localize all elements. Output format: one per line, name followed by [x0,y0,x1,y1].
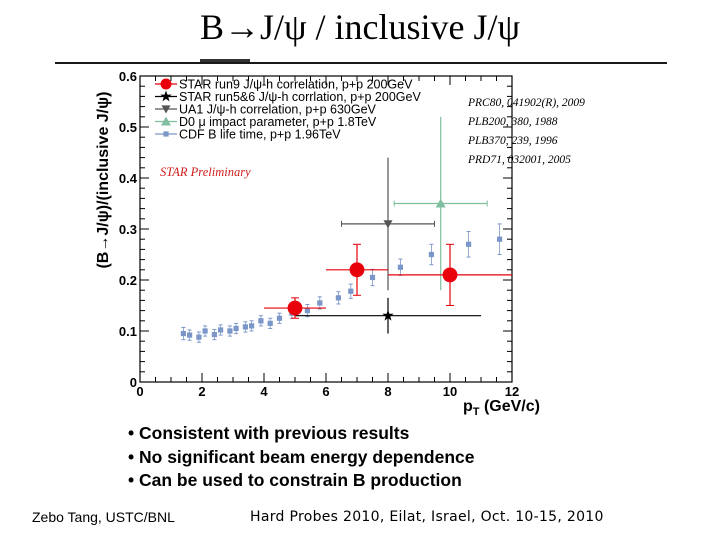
legend-label: UA1 J/ψ-h correlation, p+p 630GeV [179,103,377,117]
x-tick-label: 4 [260,384,268,399]
y-tick-label: 0.6 [119,69,137,84]
reference-text: PLB370, 239, 1996 [467,135,558,147]
data-point [497,236,503,242]
slide-title: B→J/ψ / inclusive J/ψ [199,7,521,47]
legend-marker [160,78,172,90]
data-point [258,318,264,324]
series-layer [180,116,512,343]
data-point [233,325,239,332]
series-0 [264,243,512,319]
references: PRC80, 041902(R), 2009 PLB200, 380, 1988 P… [467,97,585,166]
data-point [180,330,186,337]
series-4 [180,223,503,343]
footer-author: Zebo Tang, USTC/BNL [32,509,175,525]
legend-label: D0 μ impact parameter, p+p 1.8TeV [179,115,377,129]
data-point [218,327,224,333]
legend-label: CDF B life time, p+p 1.96TeV [179,128,341,142]
data-point [442,267,458,283]
data-point [196,334,202,340]
x-axis-label: pT (GeV/c) [463,398,540,418]
footer-conference: Hard Probes 2010, Eilat, Israel, Oct. 10… [250,509,604,525]
data-point [397,264,403,270]
data-point [466,241,472,247]
data-point [227,328,233,334]
legend-marker [163,131,169,137]
x-axis-label-sub: T [473,406,480,418]
x-tick-label: 10 [443,384,457,399]
data-point [267,320,273,326]
y-tick-label: 0 [130,375,137,390]
data-point [317,300,323,306]
y-tick-label: 0.2 [119,273,137,288]
y-tick-label: 0.4 [119,171,138,186]
title-divider [55,62,667,64]
reference-text: PRD71, 032001, 2005 [467,154,571,166]
data-point [276,315,283,321]
legend-label: STAR run9 J/ψ-h correlation, p+p 200GeV [179,78,413,92]
data-point [383,220,393,229]
data-point [369,274,376,281]
data-point [304,308,310,314]
legend: STAR run9 J/ψ-h correlation, p+p 200GeVS… [155,78,421,142]
series-1 [295,297,481,334]
x-axis-label-unit: (GeV/c) [480,398,540,415]
data-point [335,295,341,301]
data-point [428,251,434,258]
data-point [435,198,446,208]
x-tick-label: 0 [136,384,143,399]
x-tick-label: 2 [198,384,205,399]
x-tick-label: 6 [322,384,329,399]
legend-label: STAR run5&6 J/ψ-h corrlation, p+p 200GeV [179,90,421,104]
legend-marker [161,105,171,114]
x-tick-label: 12 [505,384,519,399]
y-axis-label: (B→J/ψ)/(inclusive J/ψ) [95,91,112,268]
bullet-list: Consistent with previous results No sign… [128,422,475,493]
data-point [249,323,255,329]
legend-marker [161,116,171,126]
y-tick-label: 0.3 [119,222,137,237]
reference-text: PLB200, 380, 1988 [467,116,558,128]
bullet-item: Consistent with previous results [128,422,475,446]
reference-text: PRC80, 041902(R), 2009 [467,97,585,109]
data-point [287,300,303,316]
data-point [187,332,193,338]
series-2 [341,157,435,291]
data-point [348,288,354,294]
data-point [349,262,365,278]
axis-ticks: 0 2 4 6 8 10 12 0 0.1 0.2 0.3 0.4 0.5 0.6 [119,69,519,399]
y-tick-label: 0.1 [119,324,137,339]
data-point [211,331,217,338]
star-preliminary-annotation: STAR Preliminary [160,165,251,179]
title-divider-accent [200,59,250,62]
bullet-item: No significant beam energy dependence [128,446,475,470]
data-point [242,324,248,330]
y-tick-label: 0.5 [119,120,137,135]
chart: 0 2 4 6 8 10 12 0 0.1 0.2 0.3 0.4 0.5 0.6 (B→J/ψ)/(in… [95,69,585,418]
x-tick-label: 8 [384,384,391,399]
data-point [382,309,394,321]
series-3 [393,116,488,291]
legend-marker [160,90,172,102]
bullet-item: Can be used to constrain B production [128,469,475,493]
x-axis-label-pt: p [463,398,473,415]
data-point [202,328,208,334]
